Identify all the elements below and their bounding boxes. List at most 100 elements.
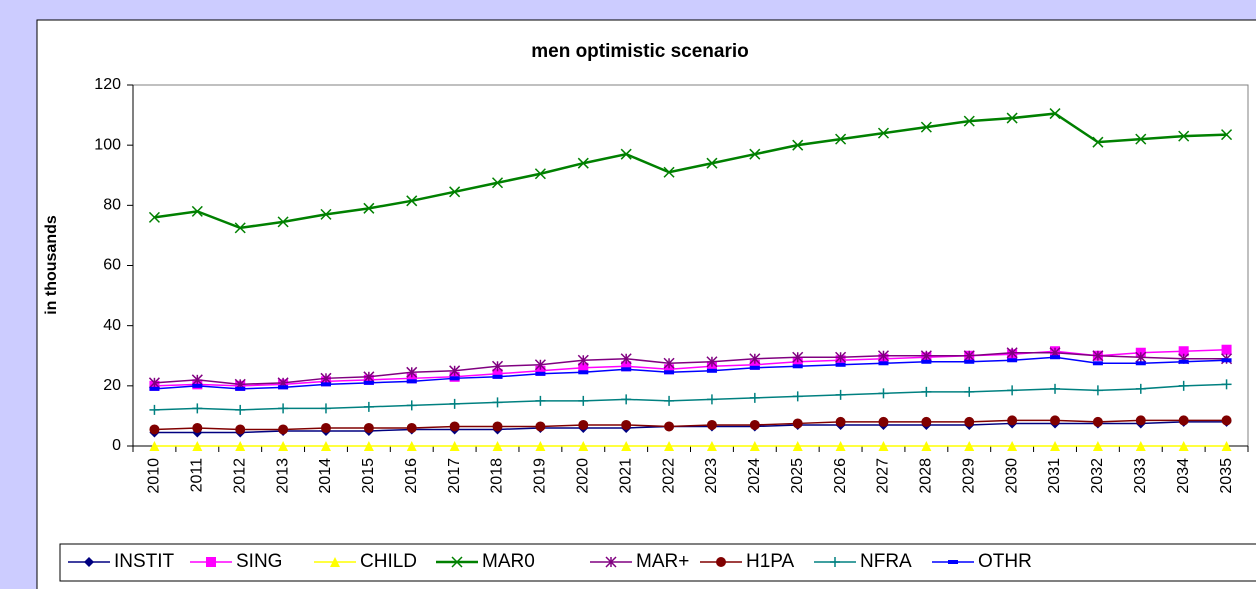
series-line	[154, 351, 1227, 386]
marker	[451, 556, 463, 568]
marker	[749, 392, 760, 403]
marker	[320, 422, 331, 433]
marker	[716, 557, 726, 567]
marker	[921, 416, 932, 427]
plot-area	[132, 84, 1249, 447]
x-tick-label: 2027	[875, 458, 892, 494]
marker	[1135, 351, 1147, 363]
marker-shape	[664, 364, 675, 375]
marker	[749, 441, 760, 451]
marker	[148, 211, 160, 223]
marker-shape	[535, 421, 546, 432]
marker-shape	[792, 364, 803, 369]
marker	[235, 441, 246, 451]
x-tick-label: 2010	[146, 458, 163, 494]
marker-shape	[1092, 441, 1103, 451]
marker-shape	[964, 359, 975, 364]
legend-label: SING	[236, 551, 282, 572]
marker-shape	[1050, 441, 1061, 451]
marker-shape	[278, 385, 289, 390]
marker	[363, 401, 374, 412]
marker-shape	[492, 374, 503, 379]
marker-stroke	[449, 186, 461, 198]
marker-stroke	[1006, 112, 1018, 124]
series-line	[154, 421, 1227, 434]
marker	[621, 441, 632, 451]
x-tick-label: 2025	[789, 458, 806, 494]
marker-shape	[320, 422, 331, 433]
marker	[149, 424, 160, 435]
marker	[535, 371, 546, 376]
marker-shape	[835, 362, 846, 367]
legend-label: OTHR	[978, 551, 1032, 572]
marker-shape	[235, 441, 246, 451]
x-tick-label: 2019	[532, 458, 549, 494]
marker-shape	[792, 441, 803, 451]
marker	[534, 168, 546, 180]
marker-shape	[1092, 361, 1103, 366]
marker	[921, 386, 932, 397]
marker	[492, 441, 503, 451]
marker-stroke	[491, 177, 504, 189]
marker-shape	[192, 441, 203, 451]
marker	[920, 121, 932, 133]
marker	[320, 382, 331, 387]
marker	[363, 380, 374, 385]
marker	[320, 208, 332, 220]
marker-shape	[330, 557, 340, 567]
marker	[835, 351, 847, 363]
marker	[278, 424, 289, 435]
marker	[278, 385, 289, 390]
x-tick-label: 2032	[1089, 458, 1106, 494]
marker-shape	[621, 419, 632, 430]
marker-shape	[449, 376, 460, 381]
marker-stroke	[620, 148, 632, 160]
marker	[1135, 441, 1146, 451]
marker	[964, 441, 975, 451]
marker-stroke	[1221, 129, 1233, 141]
x-tick-label: 2034	[1175, 458, 1192, 494]
marker-shape	[1178, 359, 1189, 364]
marker	[1178, 380, 1189, 391]
marker	[1050, 415, 1061, 426]
marker	[535, 441, 546, 451]
marker-shape	[1050, 415, 1061, 426]
marker	[1221, 358, 1232, 363]
marker	[578, 362, 589, 373]
x-tick-label: 2015	[360, 458, 377, 494]
marker	[363, 441, 374, 451]
x-tick-label: 2023	[703, 458, 720, 494]
x-tick-label: 2026	[832, 458, 849, 494]
marker	[921, 359, 932, 364]
marker-shape	[706, 368, 717, 373]
marker	[406, 422, 417, 433]
x-tick-label: 2022	[660, 458, 677, 494]
marker	[621, 394, 632, 405]
x-tick-label: 2014	[317, 458, 334, 494]
marker	[1135, 383, 1146, 394]
marker	[406, 373, 417, 384]
marker	[191, 205, 203, 217]
marker-shape	[363, 422, 374, 433]
marker	[84, 557, 94, 567]
marker-shape	[921, 416, 932, 427]
marker	[192, 383, 203, 388]
marker-shape	[492, 441, 503, 451]
marker	[792, 418, 803, 429]
x-tick-label: 2013	[274, 458, 291, 494]
y-tick-label: 40	[103, 317, 121, 334]
marker	[835, 362, 846, 367]
marker-stroke	[234, 222, 246, 234]
marker-shape	[278, 424, 289, 435]
marker	[1221, 379, 1232, 390]
marker	[663, 166, 675, 178]
x-tick-label: 2020	[575, 458, 592, 494]
marker	[1092, 136, 1104, 148]
marker-shape	[1050, 355, 1061, 360]
marker	[578, 370, 589, 375]
legend-label: NFRA	[860, 551, 912, 572]
marker	[492, 421, 503, 432]
marker	[948, 560, 958, 564]
marker-shape	[578, 362, 589, 373]
marker-shape	[1092, 416, 1103, 427]
